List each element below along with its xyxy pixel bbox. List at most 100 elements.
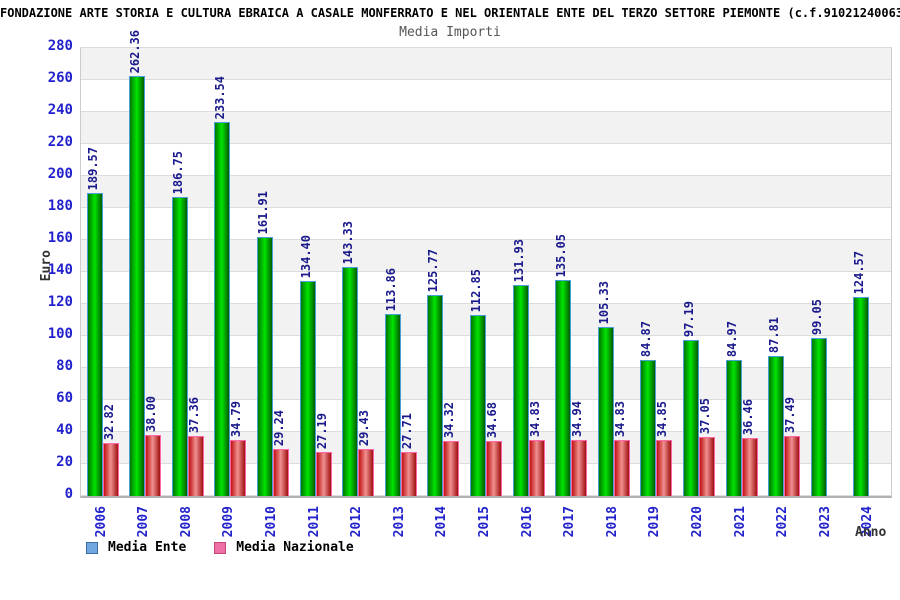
bar-media-ente-2011 [299, 281, 316, 496]
x-tick-label-2018: 2018 [604, 506, 620, 538]
bar-media-nazionale-2022 [784, 436, 801, 496]
plot-area: 189.57 32.82 2006 262.36 38.00 2007 186.75 37.3… [80, 30, 892, 537]
bar-value-media-ente: 189.57 [85, 146, 100, 190]
bar-value-media-ente: 135.05 [554, 233, 569, 277]
bar-value-media-ente: 262.36 [128, 29, 143, 73]
bar-value-media-ente: 233.54 [213, 75, 228, 119]
bar-value-media-nazionale: 34.85 [655, 400, 670, 437]
bar-media-ente-2015 [469, 315, 486, 496]
y-tick-label: 160 [47, 230, 73, 246]
bar-value-media-ente: 134.40 [298, 234, 313, 278]
bar-media-nazionale-2012 [358, 449, 375, 496]
chart-title: Media Importi [399, 25, 501, 40]
x-tick-label-2020: 2020 [689, 506, 705, 538]
bar-value-media-ente: 84.87 [639, 320, 654, 357]
bar-media-nazionale-2018 [613, 440, 630, 496]
bar-value-media-ente: 125.77 [426, 248, 441, 292]
bar-value-media-nazionale: 36.46 [740, 398, 755, 435]
bar-value-media-ente: 84.97 [724, 320, 739, 357]
x-tick-label-2022: 2022 [775, 506, 791, 538]
y-tick-label: 100 [47, 326, 73, 342]
bar-value-media-ente: 113.86 [383, 267, 398, 311]
x-tick-label-2019: 2019 [647, 506, 663, 538]
bar-value-media-nazionale: 38.00 [144, 395, 159, 432]
x-tick-label-2010: 2010 [263, 506, 279, 538]
x-tick-label-2012: 2012 [349, 506, 365, 538]
bar-media-nazionale-2008 [187, 436, 204, 496]
x-axis-title: Anno [855, 525, 887, 540]
bar-media-ente-2022 [768, 356, 785, 496]
y-tick-label: 80 [56, 358, 73, 374]
bar-value-media-nazionale: 37.49 [783, 396, 798, 433]
bar-media-ente-2024 [853, 297, 870, 496]
x-tick-label-2009: 2009 [221, 506, 237, 538]
bar-media-nazionale-2019 [656, 440, 673, 496]
bar-media-ente-2014 [427, 295, 444, 496]
y-tick-label: 180 [47, 198, 73, 214]
bar-value-media-nazionale: 34.79 [229, 400, 244, 437]
x-tick-label-2015: 2015 [476, 506, 492, 538]
bar-value-media-ente: 131.93 [511, 238, 526, 282]
x-tick-label-2023: 2023 [817, 506, 833, 538]
x-tick-label-2014: 2014 [434, 506, 450, 538]
bar-media-nazionale-2010 [272, 449, 289, 496]
bar-value-media-ente: 124.57 [852, 250, 867, 294]
page-title: FONDAZIONE ARTE STORIA E CULTURA EBRAICA… [0, 6, 900, 20]
bar-value-media-nazionale: 37.36 [186, 396, 201, 433]
y-tick-label: 200 [47, 166, 73, 182]
x-tick-label-2013: 2013 [391, 506, 407, 538]
bar-value-media-nazionale: 34.32 [442, 401, 457, 438]
bar-media-ente-2021 [725, 360, 742, 496]
bar-media-ente-2007 [129, 76, 146, 496]
x-tick-label-2006: 2006 [93, 506, 109, 538]
bar-media-ente-2018 [597, 327, 614, 496]
bar-media-nazionale-2020 [698, 437, 715, 496]
bar-value-media-ente: 105.33 [596, 280, 611, 324]
x-tick-label-2016: 2016 [519, 506, 535, 538]
bar-value-media-ente: 161.91 [255, 190, 270, 234]
bar-value-media-ente: 99.05 [809, 298, 824, 335]
x-tick-label-2017: 2017 [562, 506, 578, 538]
bar-media-ente-2019 [640, 360, 657, 496]
y-tick-label: 120 [47, 294, 73, 310]
bar-value-media-nazionale: 32.82 [101, 403, 116, 440]
bar-value-media-nazionale: 37.05 [697, 397, 712, 434]
legend-label-media-ente: Media Ente [108, 540, 187, 555]
bar-media-nazionale-2011 [315, 452, 332, 496]
bar-media-ente-2020 [682, 340, 699, 496]
bar-value-media-nazionale: 27.71 [399, 412, 414, 449]
bar-value-media-ente: 97.19 [681, 300, 696, 337]
y-tick-label: 260 [47, 70, 73, 86]
bar-value-media-nazionale: 34.83 [612, 400, 627, 437]
legend-swatch-media-nazionale [214, 541, 227, 554]
bar-value-media-nazionale: 29.24 [271, 409, 286, 446]
bar-value-media-nazionale: 34.83 [527, 400, 542, 437]
bar-media-ente-2016 [512, 285, 529, 496]
bar-media-nazionale-2017 [571, 440, 588, 496]
y-tick-label: 40 [56, 422, 73, 438]
legend-label-media-nazionale: Media Nazionale [236, 540, 354, 555]
bar-media-ente-2006 [86, 193, 103, 496]
y-tick-label: 0 [64, 486, 73, 502]
bar-media-nazionale-2015 [485, 441, 502, 496]
bar-media-nazionale-2006 [102, 443, 119, 496]
y-tick-label: 20 [56, 454, 73, 470]
y-tick-label: 220 [47, 134, 73, 150]
x-tick-label-2007: 2007 [136, 506, 152, 538]
bar-media-ente-2008 [171, 197, 188, 496]
bar-media-nazionale-2013 [400, 452, 417, 496]
bar-media-nazionale-2007 [145, 435, 162, 496]
bar-value-media-ente: 112.85 [468, 268, 483, 312]
y-tick-label: 240 [47, 102, 73, 118]
bar-media-ente-2009 [214, 122, 231, 496]
bar-media-ente-2017 [555, 280, 572, 496]
bar-value-media-ente: 87.81 [767, 316, 782, 353]
y-tick-label: 140 [47, 262, 73, 278]
x-tick-label-2008: 2008 [178, 506, 194, 538]
bar-media-ente-2012 [342, 267, 359, 496]
legend-swatch-media-ente [86, 541, 98, 554]
bar-value-media-nazionale: 27.19 [314, 412, 329, 449]
bar-media-nazionale-2016 [528, 440, 545, 496]
bar-value-media-nazionale: 29.43 [357, 409, 372, 446]
